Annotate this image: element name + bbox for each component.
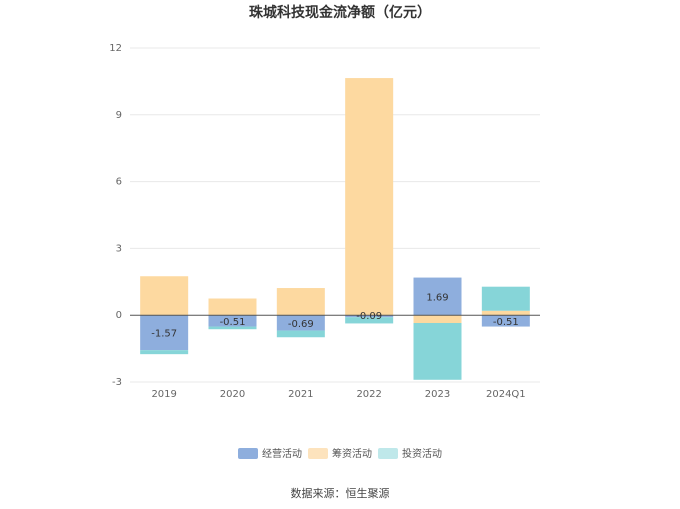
bars-layer [140, 78, 530, 380]
value-label: 1.69 [426, 292, 448, 303]
bar-series-2-2019 [140, 350, 189, 355]
bar-series-1-2022 [345, 78, 394, 316]
source-note: 数据来源：恒生聚源 [291, 486, 390, 500]
value-labels-layer: -1.57 -0.51 -0.69 -0.09 1.69 -0.51 [151, 292, 519, 339]
grid-layer: -3 0 3 6 9 12 [109, 43, 540, 388]
x-tick-label: 2019 [151, 389, 176, 400]
legend-label: 投资活动 [402, 447, 442, 460]
y-tick-label: 0 [116, 310, 122, 321]
bar-series-2-2021 [276, 330, 325, 338]
bar-series-2-2023 [413, 322, 462, 380]
x-tick-label: 2023 [425, 389, 450, 400]
x-tick-label: 2020 [220, 389, 245, 400]
legend-label: 筹资活动 [332, 447, 372, 460]
legend-item-2[interactable]: 投资活动 [378, 447, 442, 460]
value-label: -1.57 [151, 329, 177, 340]
x-tick-label: 2021 [288, 389, 313, 400]
y-tick-label: 6 [116, 177, 122, 188]
value-label: -0.09 [356, 311, 382, 322]
bar-series-0-2024Q1 [481, 315, 530, 327]
bar-series-1-2024Q1 [481, 310, 530, 316]
y-tick-label: -3 [112, 377, 122, 388]
bar-series-1-2019 [140, 276, 189, 316]
y-tick-label: 12 [109, 43, 122, 54]
x-tick-label: 2024Q1 [486, 389, 526, 400]
bar-series-0-2022 [345, 315, 394, 318]
legend-swatch [238, 448, 258, 459]
value-label: -0.51 [493, 317, 519, 328]
value-label: -0.69 [288, 319, 314, 330]
legend: 经营活动 筹资活动 投资活动 [238, 447, 442, 460]
x-axis: 2019 2020 2021 2022 2023 2024Q1 [151, 389, 525, 400]
bar-series-2-2024Q1 [481, 286, 530, 311]
bar-series-1-2021 [276, 288, 325, 316]
bar-series-1-2023 [413, 315, 462, 323]
bar-series-1-2020 [208, 298, 257, 316]
y-tick-label: 9 [116, 110, 122, 121]
legend-swatch [378, 448, 398, 459]
legend-item-0[interactable]: 经营活动 [238, 447, 302, 460]
value-label: -0.51 [220, 317, 246, 328]
bar-series-2-2022 [345, 317, 394, 324]
bar-series-2-2020 [208, 326, 257, 330]
x-tick-label: 2022 [356, 389, 381, 400]
legend-label: 经营活动 [262, 447, 302, 460]
bar-series-0-2021 [276, 315, 325, 331]
bar-series-0-2023 [413, 277, 462, 316]
legend-item-1[interactable]: 筹资活动 [308, 447, 372, 460]
legend-swatch [308, 448, 328, 459]
bar-series-0-2020 [208, 315, 257, 327]
bar-series-0-2019 [140, 315, 189, 351]
chart-title: 珠城科技现金流净额（亿元） [249, 4, 431, 21]
y-tick-label: 3 [116, 243, 122, 254]
